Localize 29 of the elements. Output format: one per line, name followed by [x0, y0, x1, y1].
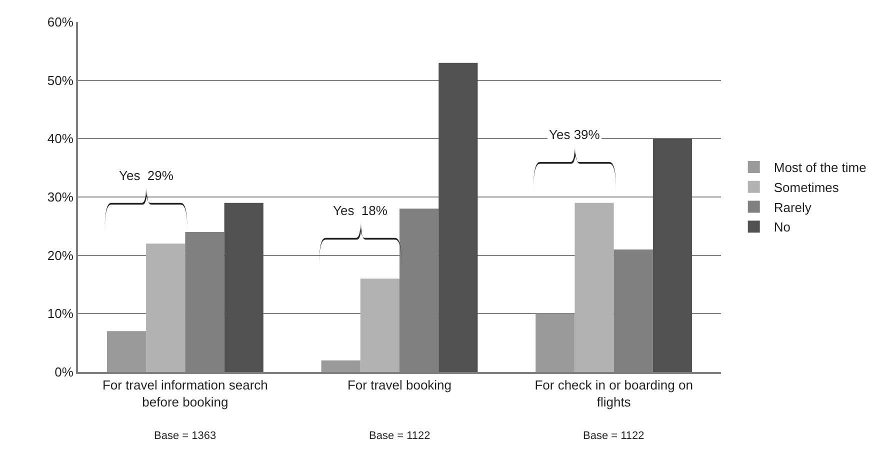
legend-label: Sometimes [774, 180, 840, 195]
bar [574, 202, 614, 372]
x-tick-label: For check in or boarding on flights [534, 378, 693, 410]
bar [536, 314, 575, 372]
text: Base = 1122 [583, 430, 644, 442]
y-tick-label: 50% [47, 72, 74, 88]
y-tick-label: 0% [54, 364, 74, 380]
y-tick-label: 60% [47, 14, 74, 30]
annotation: Yes 18% [333, 203, 388, 218]
legend-label: No [774, 220, 790, 235]
bar [224, 202, 264, 372]
legend-label: Most of the time [774, 160, 866, 176]
y-tick-label: 40% [47, 131, 74, 146]
y-tick-label: 20% [47, 248, 74, 263]
bar [438, 62, 478, 372]
y-tick-label: 30% [47, 190, 74, 205]
legend-label: Rarely [774, 200, 812, 215]
text: Base = 1363 [154, 430, 216, 442]
text: Base = 1122 [369, 430, 430, 442]
bar [106, 331, 146, 372]
annotation: Yes 29% [119, 168, 174, 183]
bar [360, 278, 400, 372]
annotation: Yes 39% [549, 127, 600, 142]
x-tick-label: For travel information search before booking [102, 378, 268, 410]
bar [146, 244, 186, 372]
bar [652, 138, 692, 372]
x-tick-label: For travel booking [347, 378, 452, 393]
bar [321, 360, 360, 372]
y-tick-label: 10% [47, 306, 74, 322]
